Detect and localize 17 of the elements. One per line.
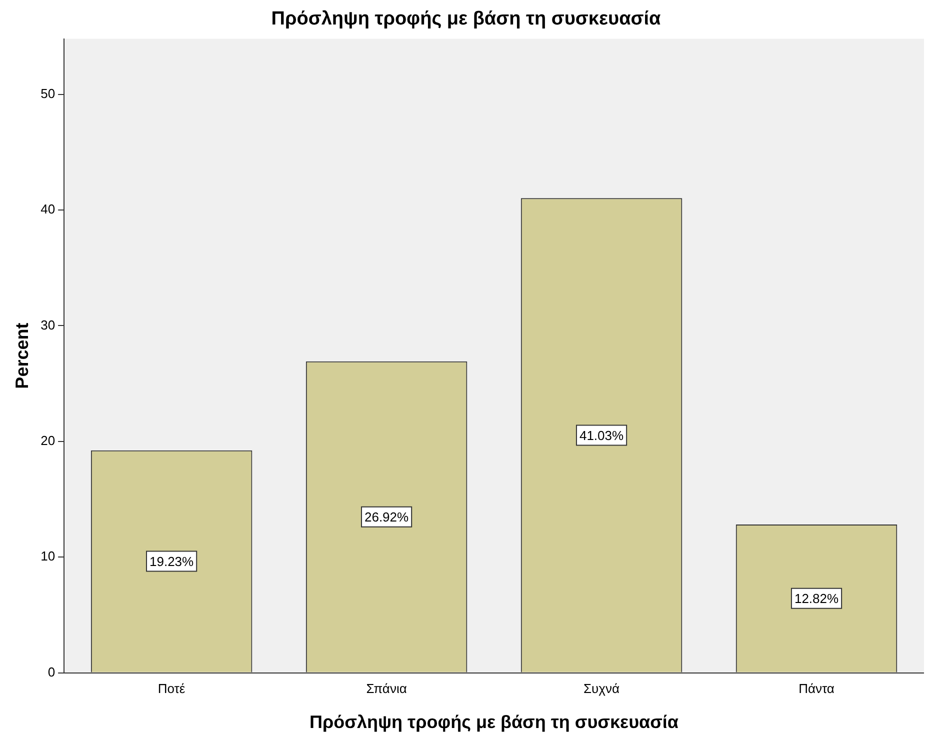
y-tick-label: 0 xyxy=(48,664,56,680)
y-tick-label: 30 xyxy=(40,317,56,332)
x-tick-label: Πάντα xyxy=(798,681,835,696)
y-tick-label: 40 xyxy=(40,202,56,217)
x-tick-label: Συχνά xyxy=(584,681,620,696)
data-label: 19.23% xyxy=(150,554,194,569)
x-tick-label: Σπάνια xyxy=(366,681,408,696)
data-label: 12.82% xyxy=(794,590,839,606)
y-tick-label: 20 xyxy=(40,432,56,448)
y-tick-label: 10 xyxy=(40,548,56,564)
y-axis-title: Percent xyxy=(12,322,32,389)
chart-title: Πρόσληψη τροφής με βάση τη συσκευασία xyxy=(271,8,662,30)
data-label: 26.92% xyxy=(364,509,410,524)
data-label: 41.03% xyxy=(579,428,624,443)
x-tick-label: Ποτέ xyxy=(158,681,186,696)
y-tick-label: 50 xyxy=(40,86,56,101)
x-axis-title: Πρόσληψη τροφής με βάση τη συσκευασία xyxy=(310,712,679,732)
